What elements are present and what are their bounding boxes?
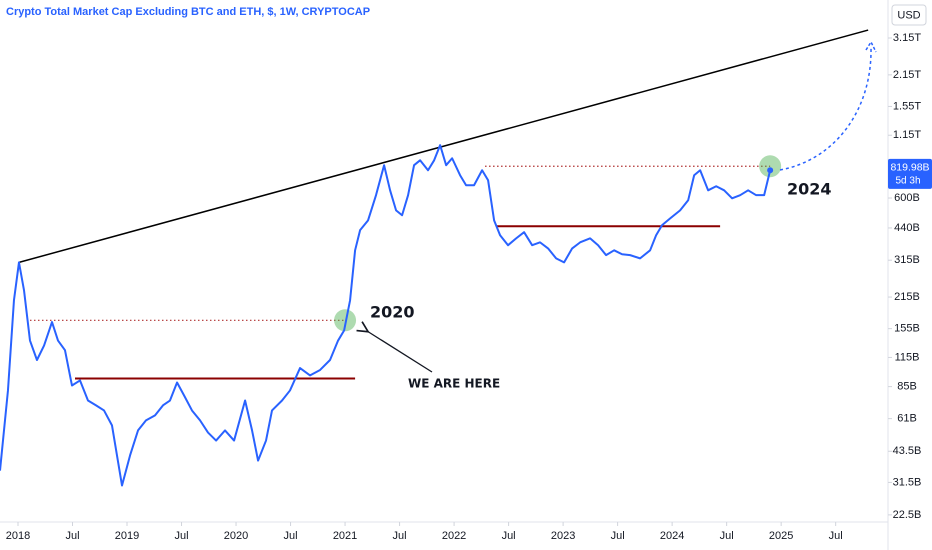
x-tick-label: 2018: [6, 530, 30, 542]
projection-path: [779, 47, 872, 171]
last-price-box: [888, 158, 932, 189]
x-tick-label: Jul: [829, 530, 843, 542]
chart-title: Crypto Total Market Cap Excluding BTC an…: [6, 6, 370, 18]
plot-area: [0, 29, 869, 487]
y-tick-label: 115B: [895, 351, 920, 363]
y-tick-label: 85B: [897, 381, 917, 393]
x-tick-label: 2025: [769, 530, 793, 542]
highlight-circle: [334, 309, 357, 332]
x-tick-label: 2020: [224, 530, 248, 542]
x-tick-label: 2023: [551, 530, 575, 542]
currency-box[interactable]: [891, 4, 927, 26]
price-line: [0, 144, 772, 487]
x-tick-label: Jul: [284, 530, 298, 542]
countdown-label: 5d 3h: [895, 176, 920, 187]
y-tick-label: 315B: [894, 254, 920, 266]
last-point: [767, 167, 774, 174]
highlight-label: 2020: [370, 303, 415, 322]
x-tick-label: Jul: [65, 530, 79, 542]
projection-arrowhead: [865, 40, 877, 53]
currency-label[interactable]: USD: [897, 9, 920, 21]
y-tick-label: 1.15T: [893, 129, 921, 141]
y-tick-label: 440B: [894, 222, 920, 234]
x-tick-label: Jul: [174, 530, 188, 542]
y-tick-label: 3.15T: [893, 32, 921, 44]
y-tick-label: 215B: [894, 291, 920, 303]
callout-arrow: [367, 331, 433, 373]
callout-text: WE ARE HERE: [408, 377, 500, 391]
y-tick-label: 2.15T: [893, 69, 921, 81]
x-tick-label: 2021: [333, 530, 357, 542]
x-tick-label: Jul: [502, 530, 516, 542]
x-tick-label: Jul: [393, 530, 407, 542]
y-tick-label: 43.5B: [893, 445, 922, 457]
y-tick-label: 600B: [894, 192, 920, 204]
x-tick-label: 2022: [442, 530, 466, 542]
y-tick-label: 31.5B: [893, 476, 922, 488]
x-tick-label: 2024: [660, 530, 684, 542]
x-tick-label: 2019: [115, 530, 139, 542]
y-tick-label: 22.5B: [893, 509, 922, 521]
x-tick-label: Jul: [611, 530, 625, 542]
x-tick-label: Jul: [720, 530, 734, 542]
highlight-label: 2024: [787, 180, 832, 199]
highlight-circle: [759, 155, 782, 178]
y-tick-label: 155B: [894, 323, 920, 335]
y-tick-label: 1.55T: [893, 100, 921, 112]
last-price-label: 819.98B: [890, 162, 929, 174]
y-tick-label: 61B: [897, 413, 917, 425]
trendline: [18, 29, 869, 264]
